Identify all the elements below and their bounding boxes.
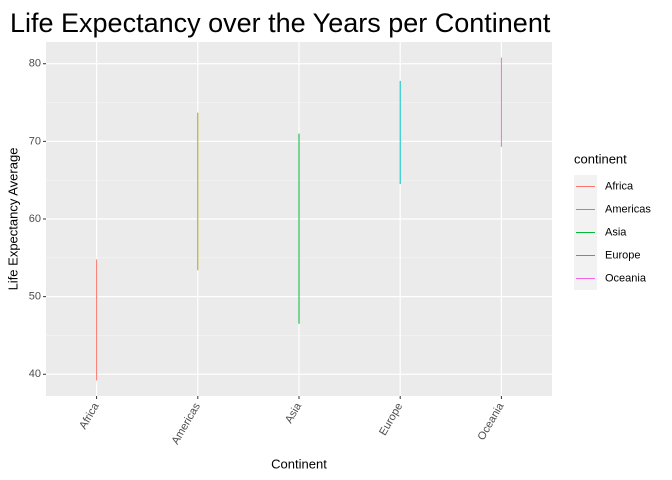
y-tick-label: 50	[29, 291, 41, 303]
y-tick-label: 70	[29, 135, 41, 147]
legend-label: Americas	[605, 203, 651, 215]
x-tick-label: Americas	[170, 401, 204, 447]
legend-label: Asia	[605, 226, 627, 238]
legend-label: Oceania	[605, 272, 647, 284]
y-tick-label: 80	[29, 58, 41, 70]
chart-title: Life Expectancy over the Years per Conti…	[10, 8, 551, 38]
x-tick-label: Africa	[77, 400, 102, 431]
y-tick-label: 60	[29, 213, 41, 225]
x-tick-label: Oceania	[476, 400, 507, 442]
y-axis-title: Life Expectancy Average	[5, 148, 20, 291]
x-tick-label: Europe	[377, 401, 405, 438]
x-axis-title: Continent	[271, 456, 327, 471]
legend-label: Africa	[605, 180, 634, 192]
x-tick-label: Asia	[283, 400, 305, 425]
legend-title: continent	[574, 151, 627, 166]
legend-label: Europe	[605, 249, 640, 261]
y-tick-label: 40	[29, 368, 41, 380]
